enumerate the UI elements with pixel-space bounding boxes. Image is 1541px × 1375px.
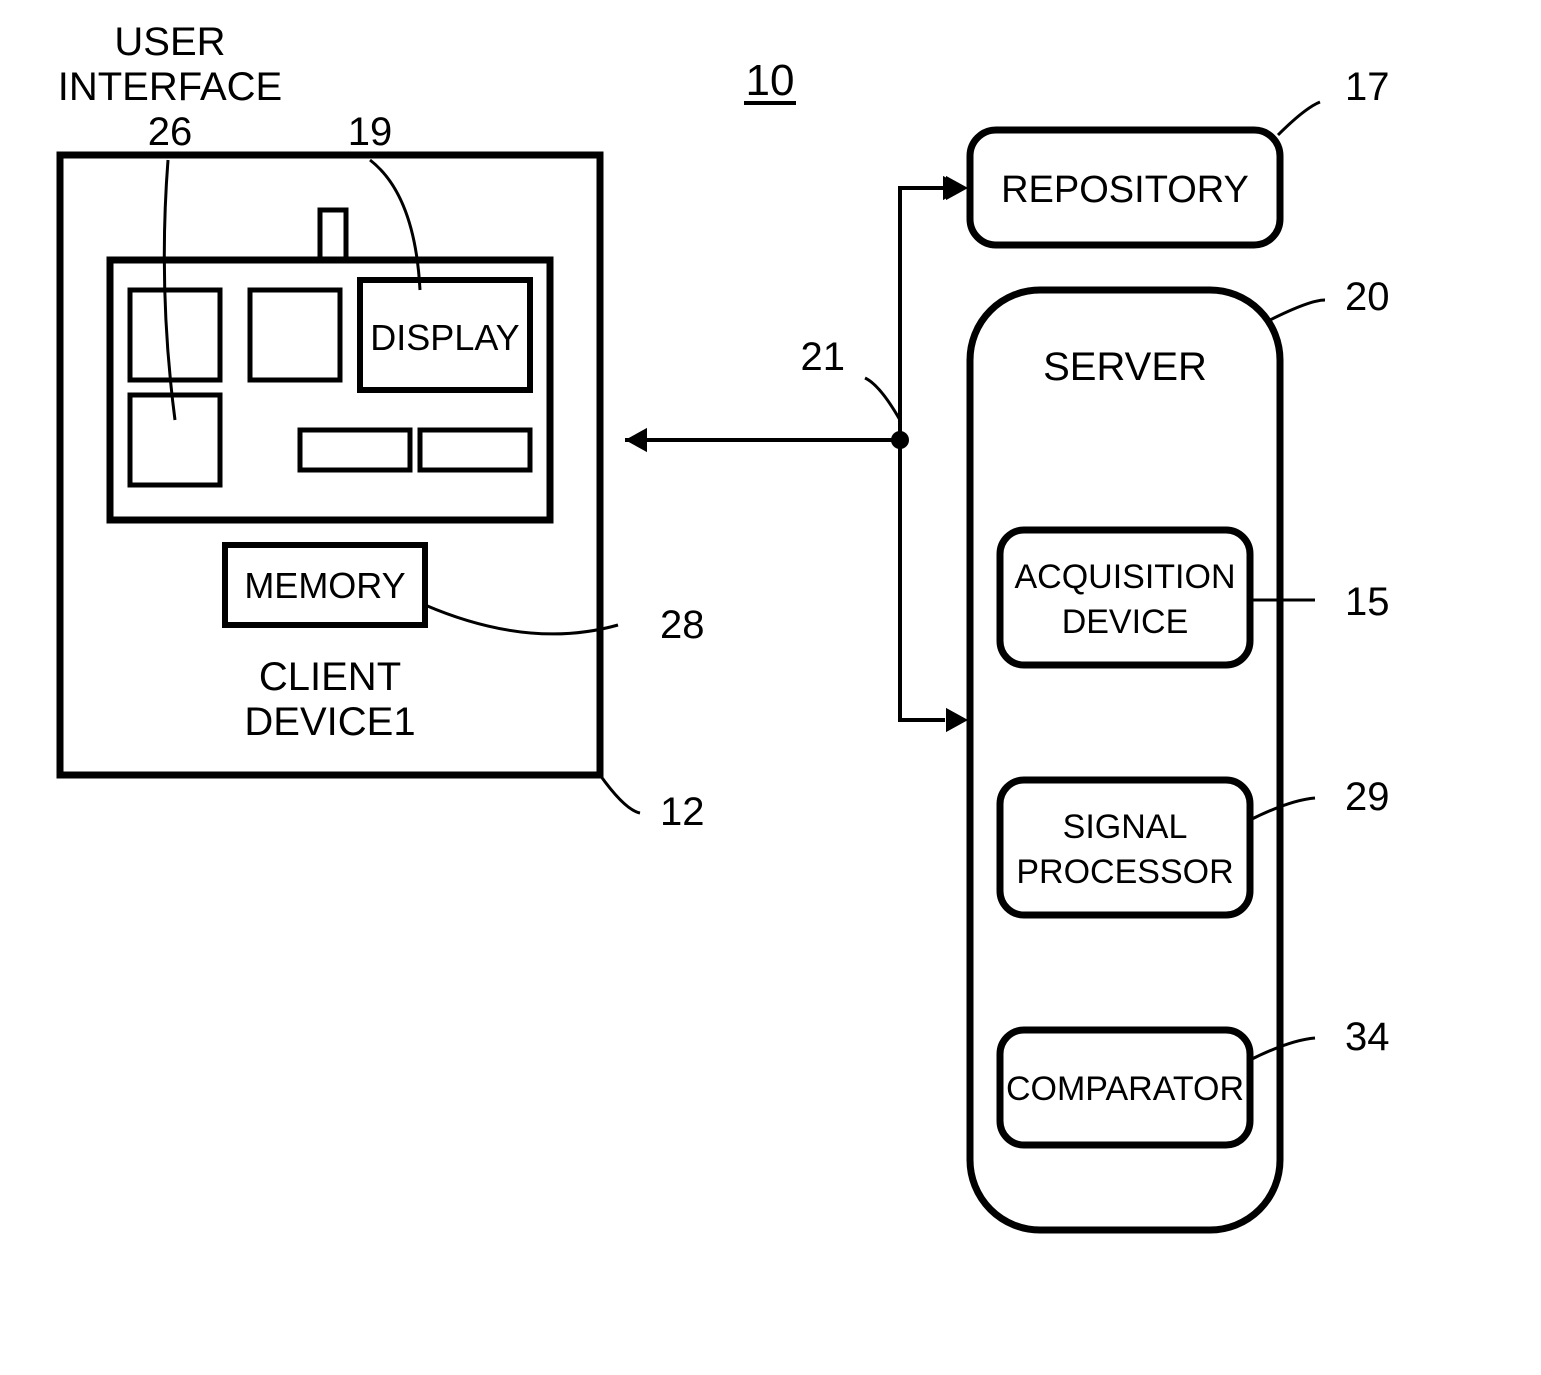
repository-label: REPOSITORY [1001, 169, 1249, 211]
svg-text:PROCESSOR: PROCESSOR [1016, 853, 1233, 891]
repository-ref: 17 [1345, 65, 1390, 109]
client-label-2: DEVICE1 [244, 700, 415, 744]
memory-ref: 28 [660, 603, 705, 647]
bus-ref: 21 [801, 335, 846, 379]
svg-text:ACQUISITION: ACQUISITION [1014, 558, 1235, 596]
display-ref: 19 [348, 110, 393, 154]
signal-processor-box [1000, 780, 1250, 915]
server-label: SERVER [1043, 345, 1207, 389]
client-label-1: CLIENT [259, 655, 401, 699]
svg-text:SIGNAL: SIGNAL [1063, 808, 1188, 846]
acquisition-ref: 15 [1345, 580, 1390, 624]
system-ref: 10 [746, 56, 795, 105]
display-label: DISPLAY [370, 317, 519, 358]
comparator-ref: 34 [1345, 1015, 1390, 1059]
ui-title-1: USER [114, 20, 225, 64]
ui-title-2: INTERFACE [58, 65, 282, 109]
server-ref: 20 [1345, 275, 1390, 319]
bus-junction [891, 431, 909, 449]
memory-label: MEMORY [244, 565, 405, 606]
acquisition-box [1000, 530, 1250, 665]
client-ref: 12 [660, 790, 705, 834]
svg-text:COMPARATOR: COMPARATOR [1006, 1070, 1244, 1108]
ui-ref: 26 [148, 110, 193, 154]
signal-processor-ref: 29 [1345, 775, 1390, 819]
svg-text:DEVICE: DEVICE [1062, 603, 1189, 641]
